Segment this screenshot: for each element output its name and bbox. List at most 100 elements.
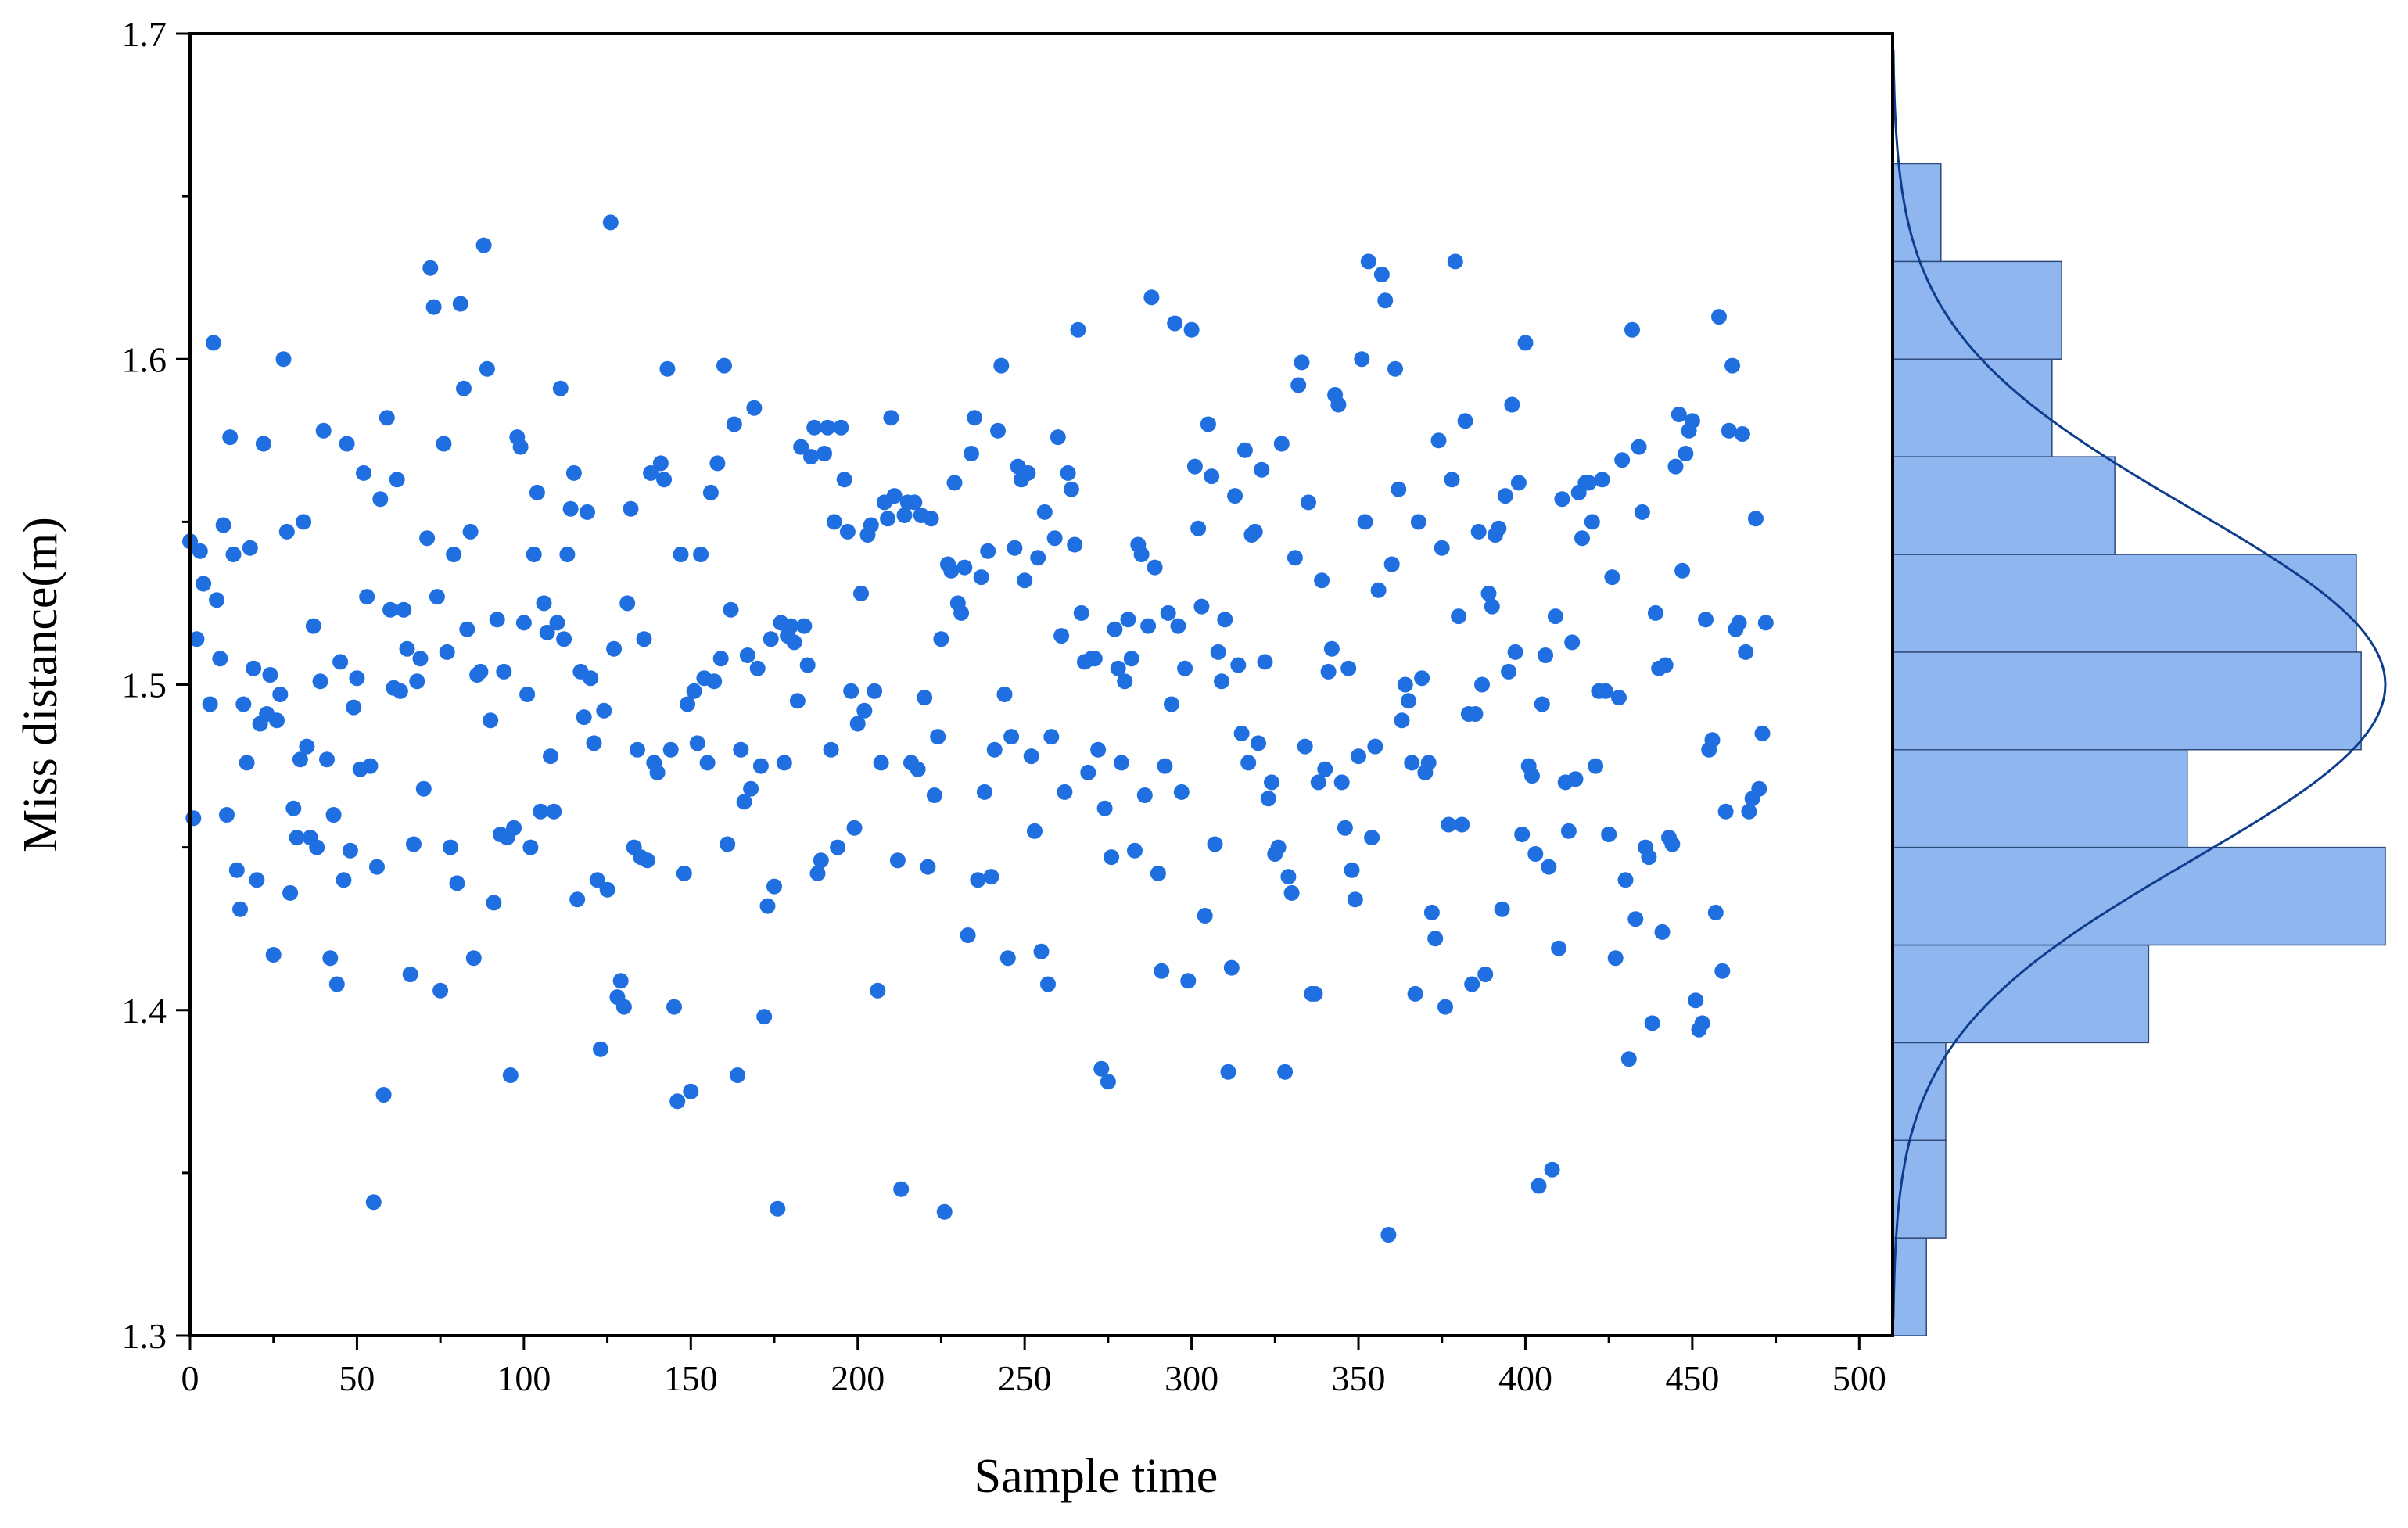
data-point: [1401, 693, 1416, 709]
data-point: [309, 839, 325, 855]
data-point: [1200, 416, 1216, 432]
data-point: [456, 380, 472, 396]
data-point: [296, 514, 312, 530]
data-point: [619, 595, 636, 612]
data-point: [1360, 253, 1376, 270]
data-point: [1631, 439, 1647, 455]
data-point: [1136, 787, 1153, 803]
data-point: [1607, 950, 1624, 967]
data-point: [615, 999, 632, 1015]
data-point: [1283, 884, 1300, 901]
data-point: [228, 862, 245, 878]
data-point: [1073, 604, 1089, 621]
data-point: [1323, 640, 1340, 657]
data-point: [196, 576, 212, 592]
data-point: [630, 741, 645, 758]
data-point: [870, 982, 886, 999]
x-tick-label: 500: [1832, 1358, 1886, 1398]
data-point: [1193, 598, 1210, 615]
data-point: [1254, 461, 1270, 478]
data-point: [529, 484, 545, 500]
data-point: [843, 683, 859, 699]
data-point: [209, 592, 225, 608]
data-point: [569, 891, 586, 908]
data-point: [1731, 615, 1747, 631]
x-tick-label: 50: [339, 1358, 375, 1398]
data-point: [483, 712, 499, 729]
data-point: [960, 927, 976, 943]
histogram-bar: [1892, 456, 2116, 555]
data-point: [1597, 683, 1613, 699]
data-point: [1410, 514, 1426, 530]
histogram-bar: [1892, 260, 2062, 360]
data-point: [1143, 289, 1160, 306]
data-point: [242, 540, 258, 556]
data-point: [522, 839, 539, 855]
data-point: [1190, 520, 1207, 536]
data-point: [1694, 1015, 1710, 1031]
data-point: [1678, 446, 1694, 461]
x-tick-label: 0: [181, 1358, 199, 1398]
data-point: [1624, 321, 1640, 338]
data-point: [1717, 803, 1734, 820]
data-point: [1504, 396, 1520, 413]
data-point: [315, 422, 332, 439]
data-point: [1070, 321, 1086, 338]
data-point: [1538, 647, 1554, 663]
data-point: [305, 618, 321, 634]
data-point: [883, 410, 899, 426]
data-point: [856, 702, 873, 719]
data-point: [1217, 612, 1233, 628]
data-point: [188, 631, 205, 647]
data-point: [1177, 660, 1193, 676]
data-point: [1333, 774, 1350, 791]
data-point: [766, 878, 782, 895]
data-point: [673, 547, 689, 562]
data-point: [863, 517, 879, 533]
histogram-bar: [1892, 651, 2362, 751]
data-point: [830, 839, 846, 855]
data-point: [699, 755, 716, 771]
data-point: [1227, 488, 1243, 504]
data-point: [723, 601, 739, 618]
data-point: [285, 800, 302, 816]
data-point: [215, 517, 231, 533]
data-point: [339, 436, 355, 452]
data-point: [833, 419, 849, 436]
data-point: [930, 729, 946, 745]
data-point: [546, 803, 562, 820]
data-point: [543, 748, 558, 765]
data-point: [1387, 360, 1403, 377]
data-point: [789, 693, 806, 709]
data-point: [1657, 657, 1674, 673]
data-point: [346, 699, 362, 716]
data-point: [465, 950, 482, 967]
data-point: [1654, 924, 1671, 940]
data-point: [796, 618, 813, 634]
data-point: [1584, 514, 1600, 530]
data-point: [1093, 1060, 1110, 1077]
data-point: [680, 696, 695, 712]
data-point: [976, 784, 992, 800]
data-point: [1273, 436, 1290, 452]
data-point: [202, 696, 218, 712]
data-point: [239, 755, 255, 771]
data-point: [278, 523, 295, 540]
axis-ticks: 0 50 100 150 200 250 300 350 400 450 500 1.3 1.4 1.5 1…: [122, 14, 1886, 1398]
data-point: [1340, 660, 1357, 676]
data-point: [1330, 396, 1347, 413]
data-point: [1394, 712, 1410, 729]
data-point: [953, 604, 970, 621]
x-tick-label: 200: [831, 1358, 885, 1398]
data-point: [1007, 540, 1023, 556]
data-point: [419, 530, 436, 547]
data-point: [943, 562, 960, 579]
data-point: [1150, 865, 1166, 881]
data-point: [656, 472, 673, 488]
data-point: [1370, 582, 1387, 598]
x-tick-label: 350: [1332, 1358, 1386, 1398]
data-point: [539, 624, 555, 640]
data-point: [1337, 820, 1353, 836]
data-point: [1617, 872, 1634, 888]
data-point: [709, 455, 726, 472]
